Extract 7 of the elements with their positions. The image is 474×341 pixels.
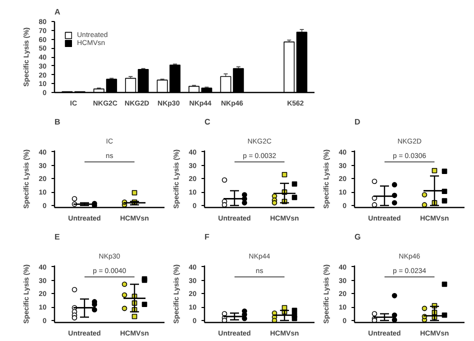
- chart-title: D: [354, 118, 360, 126]
- chart-title: F: [204, 232, 210, 242]
- chart-title: A: [54, 8, 60, 16]
- chart-title: E: [54, 232, 60, 242]
- chart-title: G: [354, 232, 361, 242]
- chart-title: B: [54, 118, 60, 126]
- chart-title: C: [204, 118, 210, 126]
